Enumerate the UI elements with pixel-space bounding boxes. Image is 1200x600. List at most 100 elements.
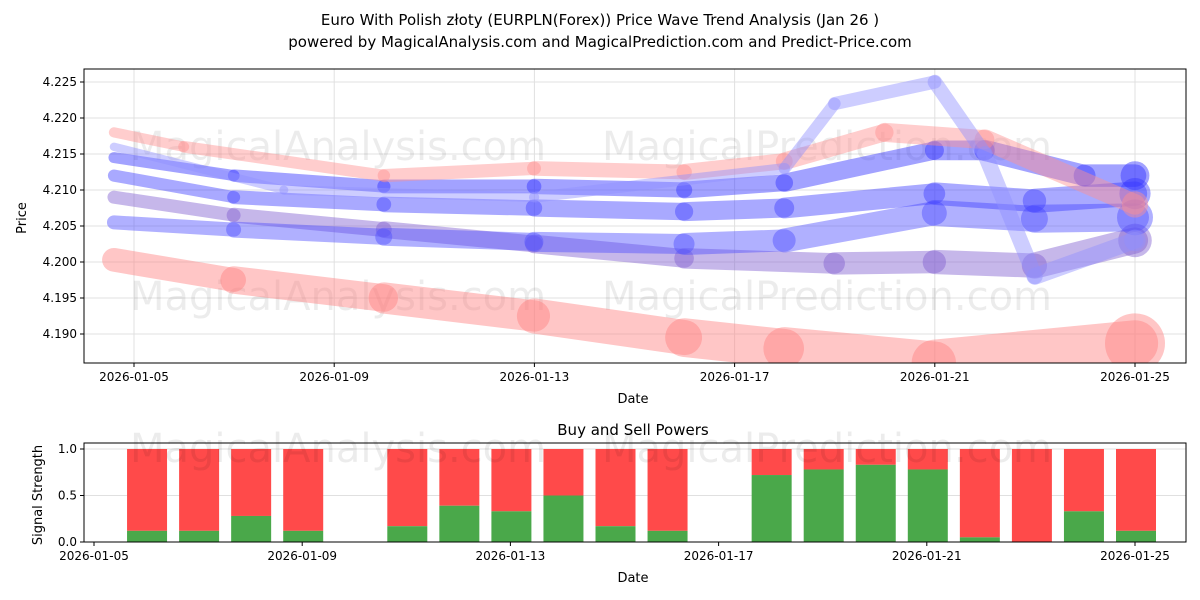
watermark: MagicalPrediction.com — [602, 124, 1052, 170]
y-tick-label: 4.205 — [43, 219, 77, 233]
series-segment-red-low — [516, 298, 703, 356]
series-segment-blue-upper — [974, 139, 1096, 187]
x-tick-label: 2026-01-09 — [267, 549, 337, 563]
series-segment-light-blue-wave — [977, 146, 1043, 285]
bar-chart-title: Buy and Sell Powers — [557, 421, 709, 439]
series-segment-pink-upper — [775, 123, 894, 170]
series-segment-light-blue-wave — [279, 185, 540, 202]
sell-bar — [855, 449, 896, 465]
series-segment-blue-mid — [675, 198, 795, 222]
series-segment-blue-mid — [107, 169, 241, 204]
series-segment-blue-upper — [775, 141, 944, 192]
y-tick-label: 4.220 — [43, 111, 77, 125]
series-end-marker — [1120, 161, 1150, 191]
y-tick-label: 4.225 — [43, 75, 77, 89]
series-segment-purple-low — [375, 221, 543, 253]
buy-bar — [491, 511, 532, 542]
buy-bar — [907, 469, 948, 542]
series-segment-purple-low — [107, 190, 241, 222]
y-axis-label: Price — [15, 202, 30, 234]
buy-bar — [127, 530, 168, 542]
sell-bar — [439, 449, 480, 506]
series-segment-red-low — [220, 266, 398, 312]
bar-y-axis-label: Signal Strength — [31, 445, 46, 545]
x-tick-label: 2026-01-21 — [892, 549, 962, 563]
y-tick-label: 0.5 — [58, 489, 77, 503]
series-segment-pink-upper — [178, 140, 391, 182]
buy-bar — [595, 526, 636, 542]
series-segment-blue-low — [1020, 203, 1149, 233]
buy-bar — [231, 515, 272, 542]
series-segment-blue-mid — [376, 196, 543, 216]
plot-frame — [83, 442, 1187, 543]
sell-bar — [179, 449, 220, 531]
watermark: MagicalAnalysis.com — [130, 274, 546, 320]
buy-bar — [1116, 530, 1156, 542]
y-tick-label: 4.215 — [43, 147, 77, 161]
watermark: MagicalAnalysis.com — [130, 426, 546, 472]
sell-bar — [231, 449, 272, 516]
series-segment-red-low — [911, 320, 1159, 363]
series-segment-blue-low — [524, 231, 695, 254]
series-segment-light-blue-wave — [1026, 231, 1144, 285]
y-tick-label: 1.0 — [58, 442, 77, 456]
series-end-marker — [1105, 313, 1165, 363]
buy-bar — [751, 475, 792, 542]
series-segment-red-low — [763, 327, 957, 363]
series-end-marker — [1121, 191, 1149, 218]
series-segment-light-blue-wave — [828, 75, 942, 111]
watermark: MagicalPrediction.com — [602, 274, 1052, 320]
watermark: MagicalAnalysis.com — [130, 124, 546, 170]
sell-bar — [595, 449, 636, 527]
buy-bar — [543, 495, 584, 542]
buy-bar — [387, 526, 428, 542]
bar-x-axis-label: Date — [617, 571, 648, 586]
sell-bar — [647, 449, 688, 531]
buy-bar — [283, 530, 324, 542]
series-segment-purple-low — [823, 250, 946, 275]
x-tick-label: 2026-01-17 — [684, 549, 754, 563]
chart-title: Euro With Polish złoty (EURPLN(Forex)) P… — [321, 11, 879, 29]
series-segment-purple-low — [674, 248, 845, 274]
series-segment-red-low — [368, 282, 551, 332]
x-tick-label: 2026-01-13 — [476, 549, 546, 563]
x-tick-label: 2026-01-05 — [59, 549, 129, 563]
series-segment-blue-low — [921, 200, 1048, 232]
series-segment-blue-mid — [525, 199, 694, 221]
y-tick-label: 4.210 — [43, 183, 77, 197]
series-end-marker — [1124, 229, 1146, 252]
series-segment-blue-upper — [227, 169, 391, 193]
series-segment-blue-mid — [923, 182, 1047, 213]
series-segment-light-blue-wave — [109, 142, 289, 195]
series-end-marker — [1118, 223, 1152, 258]
series-segment-purple-low — [226, 207, 392, 238]
series-end-marker — [1119, 178, 1151, 210]
sell-bar — [959, 449, 1000, 538]
x-tick-label: 2026-01-25 — [1100, 370, 1170, 384]
series-segment-blue-upper — [676, 174, 794, 199]
series-segment-pink-upper — [527, 161, 692, 180]
series-segment-blue-mid — [227, 190, 392, 212]
series-segment-purple-low — [1021, 227, 1149, 279]
series-segment-pink-upper — [875, 122, 995, 150]
series-segment-pink-upper — [676, 153, 793, 181]
series-end-marker — [1117, 199, 1153, 236]
x-tick-label: 2026-01-25 — [1100, 549, 1170, 563]
buy-bar — [179, 530, 220, 542]
sell-bar — [387, 449, 428, 527]
x-tick-label: 2026-01-09 — [299, 370, 369, 384]
y-tick-label: 4.200 — [43, 255, 77, 269]
buy-bar — [855, 464, 896, 542]
buy-bar — [803, 469, 844, 542]
series-segment-purple-low — [525, 234, 694, 268]
sell-bar — [907, 449, 948, 470]
series-segment-pink-upper — [974, 129, 1146, 215]
series-segment-blue-mid — [774, 183, 946, 219]
series-segment-blue-low — [106, 215, 242, 237]
sell-bar — [543, 449, 584, 496]
series-segment-red-low — [665, 318, 805, 363]
series-segment-blue-low — [226, 221, 393, 245]
series-segment-blue-upper — [108, 152, 240, 182]
